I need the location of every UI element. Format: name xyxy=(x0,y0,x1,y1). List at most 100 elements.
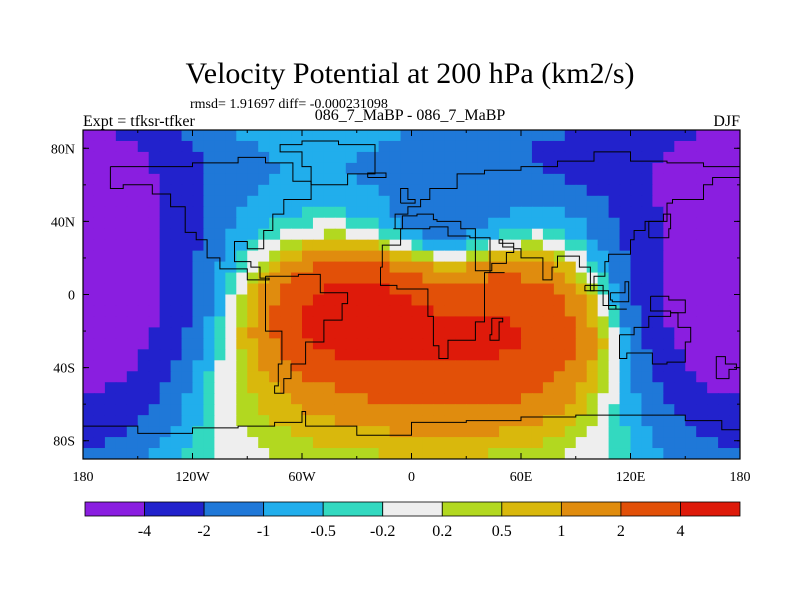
field-cell xyxy=(707,283,719,296)
field-cell xyxy=(564,404,577,416)
field-cell xyxy=(542,316,555,328)
field-cell xyxy=(159,371,172,383)
field-cell xyxy=(83,327,95,339)
field-cell xyxy=(422,195,434,208)
field-cell xyxy=(269,371,281,383)
field-cell xyxy=(641,184,653,197)
y-tick-label: 40S xyxy=(53,362,75,377)
field-cell xyxy=(608,195,621,208)
field-cell xyxy=(630,305,643,318)
field-cell xyxy=(247,283,259,296)
field-cell xyxy=(729,206,740,219)
field-cell xyxy=(214,316,226,328)
field-cell xyxy=(696,327,708,339)
field-cell xyxy=(433,272,445,285)
field-cell xyxy=(608,349,621,361)
field-cell xyxy=(575,140,588,153)
field-cell xyxy=(378,426,391,438)
field-cell xyxy=(334,393,347,405)
field-cell xyxy=(630,349,643,361)
field-cell xyxy=(269,162,281,175)
field-cell xyxy=(389,140,402,153)
field-cell xyxy=(488,305,500,318)
field-cell xyxy=(707,316,719,328)
field-cell xyxy=(608,360,621,372)
field-cell xyxy=(159,393,172,405)
field-cell xyxy=(564,195,577,208)
field-cell xyxy=(192,415,205,427)
field-cell xyxy=(531,151,544,164)
field-cell xyxy=(510,316,522,328)
field-cell xyxy=(83,283,95,296)
field-cell xyxy=(334,371,347,383)
field-cell xyxy=(367,184,380,197)
field-cell xyxy=(564,426,577,438)
field-cell xyxy=(137,184,150,197)
field-cell xyxy=(269,228,281,241)
field-cell xyxy=(192,261,205,274)
colorbar-label: -2 xyxy=(197,523,210,540)
field-cell xyxy=(718,283,730,296)
field-cell xyxy=(466,239,478,252)
field-cell xyxy=(608,382,621,394)
field-cell xyxy=(302,426,314,438)
field-cell xyxy=(137,327,150,339)
field-cell xyxy=(258,393,270,405)
field-cell xyxy=(433,437,445,449)
field-cell xyxy=(247,448,259,459)
field-cell xyxy=(586,437,599,449)
field-cell xyxy=(718,415,730,427)
field-cell xyxy=(521,162,533,175)
field-cell xyxy=(83,338,95,350)
field-cell xyxy=(641,448,653,459)
field-cell xyxy=(707,162,719,175)
field-cell xyxy=(345,360,358,372)
field-cell xyxy=(83,184,95,197)
field-cell xyxy=(542,393,555,405)
field-cell xyxy=(159,360,172,372)
field-cell xyxy=(137,382,150,394)
colorbar-swatch xyxy=(680,501,741,517)
field-cell xyxy=(729,382,740,394)
field-cell xyxy=(334,140,347,153)
field-cell xyxy=(93,294,106,307)
field-cell xyxy=(302,305,314,318)
field-cell xyxy=(269,415,281,427)
field-cell xyxy=(630,415,643,427)
field-cell xyxy=(236,140,248,153)
field-cell xyxy=(345,195,358,208)
field-cell xyxy=(608,393,621,405)
field-cell xyxy=(93,327,106,339)
field-cell xyxy=(334,338,347,350)
field-cell xyxy=(214,338,226,350)
field-cell xyxy=(422,228,434,241)
field-cell xyxy=(236,272,248,285)
field-cell xyxy=(115,173,128,186)
field-cell xyxy=(93,239,106,252)
field-cell xyxy=(531,305,544,318)
field-cell xyxy=(302,173,314,186)
field-cell xyxy=(718,349,730,361)
field-cell xyxy=(729,173,740,186)
field-cell xyxy=(104,294,117,307)
field-cell xyxy=(499,371,511,383)
field-cell xyxy=(564,228,577,241)
field-cell xyxy=(367,437,380,449)
field-cell xyxy=(159,239,172,252)
field-cell xyxy=(236,382,248,394)
field-cell xyxy=(553,316,566,328)
field-cell xyxy=(93,338,106,350)
field-cell xyxy=(159,217,172,230)
field-cell xyxy=(137,349,150,361)
field-cell xyxy=(564,217,577,230)
field-cell xyxy=(455,283,467,296)
field-cell xyxy=(466,338,478,350)
field-cell xyxy=(367,426,380,438)
field-cell xyxy=(663,437,675,449)
field-cell xyxy=(93,140,106,153)
field-cell xyxy=(291,316,303,328)
field-cell xyxy=(553,437,566,449)
field-cell xyxy=(729,283,740,296)
field-cell xyxy=(466,393,478,405)
field-cell xyxy=(225,393,237,405)
